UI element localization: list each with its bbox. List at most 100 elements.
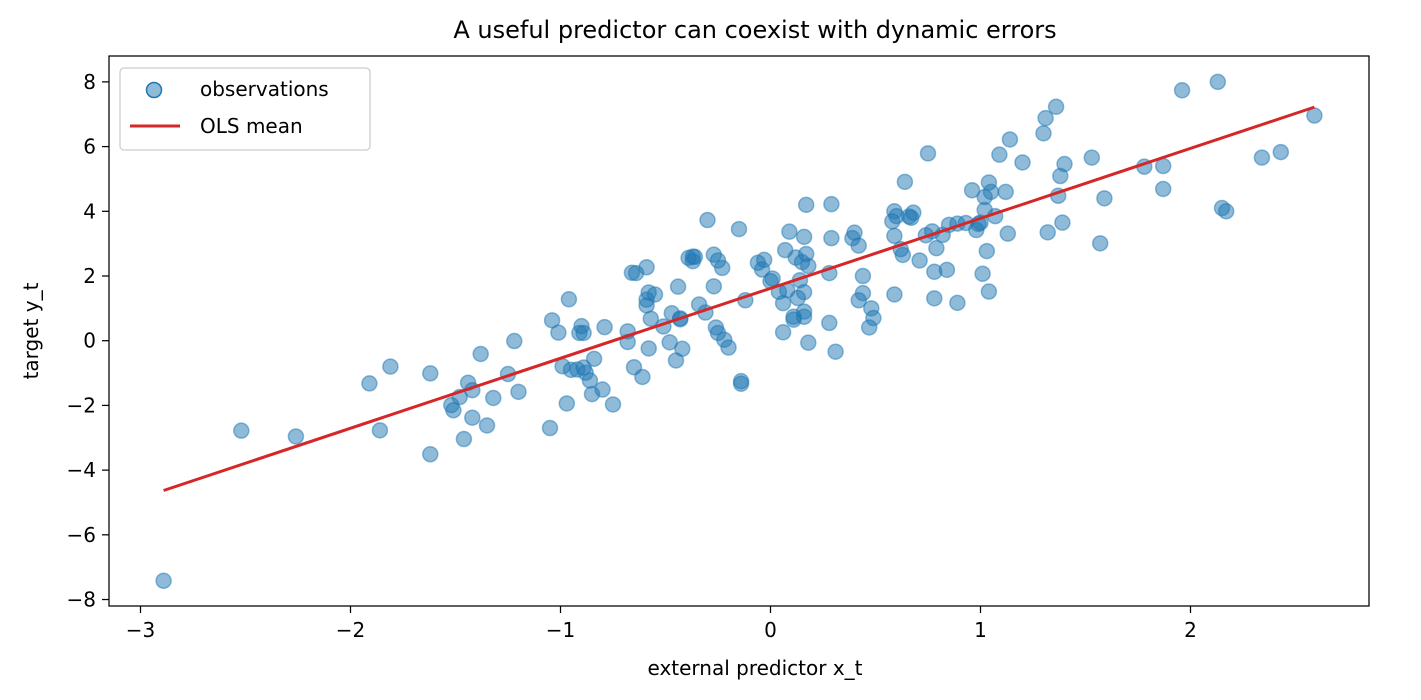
- observation-point: [755, 251, 773, 269]
- observation-point: [795, 283, 813, 301]
- observation-point: [926, 290, 943, 307]
- observation-point: [800, 257, 817, 275]
- observation-point: [732, 375, 750, 392]
- observation-point: [464, 409, 481, 426]
- observation-point: [854, 267, 872, 285]
- observation-point: [634, 368, 651, 386]
- observation-point: [1014, 154, 1031, 171]
- x-tick-label: −3: [126, 618, 155, 642]
- y-axis-ticks: −8 −6 −4 −2 0 2 4 6 8: [67, 70, 109, 612]
- y-tick-label: −4: [67, 458, 96, 482]
- y-tick-label: 2: [83, 264, 96, 288]
- observation-point: [1039, 224, 1056, 241]
- observation-point: [596, 318, 613, 336]
- x-tick-label: 0: [764, 618, 777, 642]
- observation-point: [963, 182, 981, 199]
- observation-point: [997, 183, 1014, 201]
- observation-point: [886, 227, 903, 245]
- observation-point: [1054, 214, 1071, 231]
- observation-point: [699, 211, 716, 229]
- observation-point: [155, 572, 172, 590]
- observation-point: [1091, 235, 1109, 252]
- observation-point: [1056, 155, 1073, 173]
- x-tick-label: 2: [1184, 618, 1197, 642]
- y-tick-label: −8: [67, 588, 96, 612]
- observation-point: [558, 395, 576, 412]
- observation-point: [1001, 131, 1019, 148]
- observation-point: [287, 428, 305, 445]
- observation-point: [1209, 73, 1227, 91]
- observation-point: [1253, 149, 1271, 166]
- plot-frame: [108, 55, 1370, 607]
- observation-point: [781, 223, 798, 240]
- observation-point: [669, 278, 687, 295]
- observation-point: [1035, 125, 1052, 142]
- observation-point: [999, 225, 1017, 242]
- y-tick-label: 8: [83, 70, 96, 94]
- observation-point: [506, 332, 523, 350]
- observation-point: [774, 324, 792, 341]
- observation-point: [604, 396, 622, 413]
- observation-point: [594, 381, 611, 398]
- observation-point: [850, 237, 867, 254]
- y-tick-label: 0: [83, 329, 96, 353]
- observation-point: [581, 372, 599, 389]
- observation-point: [886, 286, 903, 303]
- observation-point: [1037, 109, 1054, 127]
- y-tick-label: −6: [67, 523, 96, 547]
- chart-title: A useful predictor can coexist with dyna…: [453, 16, 1056, 44]
- observation-point: [382, 358, 399, 375]
- observation-point: [1173, 82, 1191, 99]
- observation-point: [640, 340, 657, 357]
- ols-line-layer: [163, 105, 1315, 492]
- observation-point: [928, 239, 945, 257]
- legend-observations-label: observations: [200, 77, 329, 101]
- observation-point: [730, 220, 748, 238]
- observation-point: [974, 265, 991, 282]
- observation-point: [686, 248, 704, 266]
- observation-point: [865, 309, 882, 327]
- observation-point: [674, 340, 691, 358]
- observation-point: [445, 402, 462, 419]
- legend-observations-marker: [145, 81, 163, 99]
- y-tick-label: 4: [83, 199, 96, 223]
- observation-point: [894, 246, 912, 264]
- observation-point: [797, 196, 815, 214]
- observation-point: [455, 430, 473, 448]
- observation-point: [1083, 149, 1101, 166]
- observation-point: [371, 422, 389, 439]
- observation-point: [823, 229, 840, 247]
- observation-point: [510, 383, 527, 401]
- observation-point: [705, 278, 723, 295]
- observation-point: [800, 334, 817, 351]
- x-axis-label: external predictor x_t: [647, 656, 862, 680]
- observation-point: [949, 294, 966, 312]
- observation-point: [905, 204, 922, 221]
- observation-point: [478, 417, 496, 434]
- observation-point: [1272, 143, 1290, 161]
- observation-point: [982, 183, 1000, 201]
- observation-point: [919, 145, 937, 162]
- x-tick-label: −1: [546, 618, 575, 642]
- observation-point: [938, 261, 956, 279]
- observation-point: [485, 389, 502, 407]
- observation-point: [642, 310, 660, 327]
- observation-point: [1047, 98, 1065, 116]
- observation-point: [713, 259, 731, 277]
- observation-point: [978, 242, 996, 260]
- y-tick-label: −2: [67, 393, 96, 417]
- legend-box: [119, 67, 371, 151]
- observation-point: [1154, 180, 1172, 198]
- observation-point: [472, 345, 489, 363]
- observation-point: [1096, 190, 1113, 207]
- observation-point: [541, 419, 559, 437]
- legend: observations OLS mean: [119, 67, 371, 151]
- observation-point: [585, 350, 603, 368]
- observation-point: [823, 195, 840, 213]
- observation-point: [720, 339, 737, 356]
- observation-point: [795, 308, 813, 326]
- observation-point: [980, 283, 998, 300]
- observation-point: [550, 324, 567, 341]
- y-axis-label: target y_t: [19, 282, 43, 379]
